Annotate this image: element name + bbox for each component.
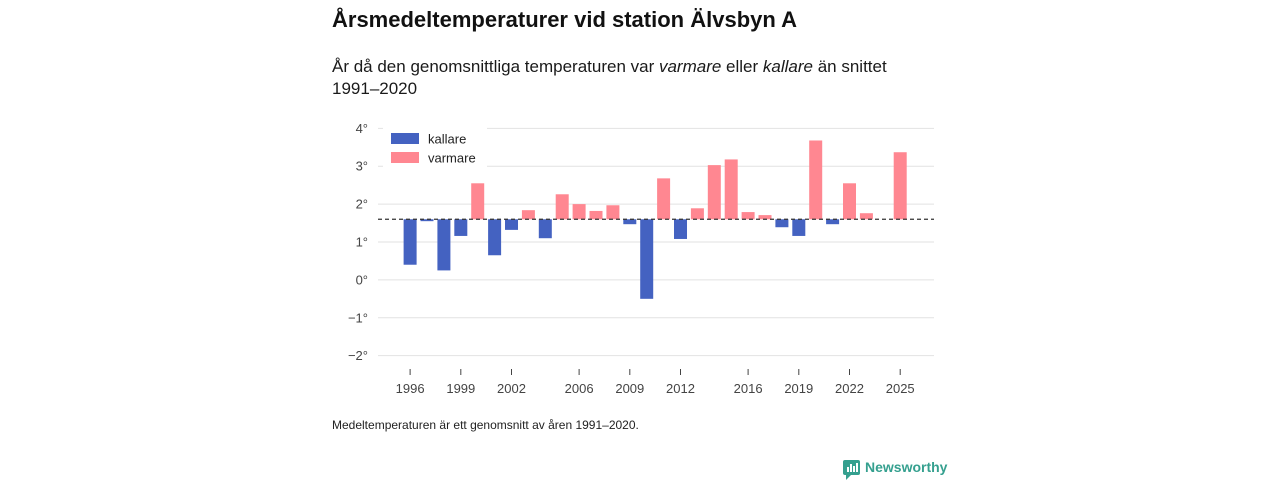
bar-2025	[893, 152, 907, 220]
bar-2011	[657, 178, 671, 220]
bar-2006	[572, 204, 586, 220]
bar-2007	[589, 210, 603, 220]
bar-2019	[792, 219, 806, 236]
chart-subtitle: År då den genomsnittliga temperaturen va…	[332, 56, 932, 100]
chart-title: Årsmedeltemperaturer vid station Älvsbyn…	[332, 7, 797, 32]
legend-label-varmare: varmare	[428, 151, 476, 166]
bar-2013	[690, 208, 704, 220]
x-tick-label: 2009	[615, 381, 644, 396]
x-tick-label: 2025	[886, 381, 915, 396]
bar-2008	[606, 205, 620, 220]
bar-2014	[707, 165, 721, 220]
bar-2000	[471, 183, 485, 220]
x-tick-label: 2022	[835, 381, 864, 396]
bar-2017	[758, 215, 772, 220]
x-tick-label: 2019	[784, 381, 813, 396]
y-tick-label: 2°	[356, 197, 368, 212]
y-tick-label: 1°	[356, 235, 368, 250]
bars	[403, 140, 907, 299]
legend: kallare varmare	[383, 126, 487, 170]
bar-2021	[826, 219, 840, 225]
subtitle-text-end: än snittet 1991–2020	[332, 57, 887, 98]
x-tick-label: 2002	[497, 381, 526, 396]
bar-2004	[538, 219, 552, 239]
subtitle-warmer: varmare	[658, 57, 722, 76]
x-tick-label: 1996	[396, 381, 425, 396]
legend-label-kallare: kallare	[428, 132, 466, 147]
bar-2020	[809, 140, 823, 220]
y-tick-label: 4°	[356, 121, 368, 136]
subtitle-text-middle: eller	[721, 57, 763, 76]
bar-2005	[555, 194, 569, 220]
bar-2015	[724, 159, 738, 220]
legend-swatch-kallare	[391, 133, 419, 144]
brand-name: Newsworthy	[865, 459, 948, 475]
bar-2016	[741, 212, 755, 220]
bar-2012	[674, 219, 688, 239]
bar-1997	[420, 219, 434, 222]
x-tick-label: 2006	[565, 381, 594, 396]
x-tick-label: 2012	[666, 381, 695, 396]
footnote: Medeltemperaturen är ett genomsnitt av å…	[332, 418, 639, 432]
bar-2001	[488, 219, 502, 256]
x-tick-label: 1999	[446, 381, 475, 396]
bar-2002	[505, 219, 519, 230]
bar-2003	[521, 210, 535, 220]
bar-2010	[640, 219, 654, 299]
y-tick-label: 0°	[356, 272, 368, 287]
y-tick-label: −1°	[348, 310, 368, 325]
bar-1999	[454, 219, 468, 236]
bar-2023	[859, 213, 873, 220]
bar-2018	[775, 219, 789, 228]
legend-swatch-varmare	[391, 152, 419, 163]
bar-2009	[623, 219, 637, 225]
y-tick-label: −2°	[348, 348, 368, 363]
y-tick-label: 3°	[356, 159, 368, 174]
subtitle-colder: kallare	[762, 57, 813, 76]
bar-2022	[843, 183, 857, 220]
x-axis: 1996 1999 2002 2006 2009 2012 2016 2019 2022 2025	[396, 369, 915, 396]
subtitle-text-start: År då den genomsnittliga temperaturen va…	[332, 57, 659, 76]
x-tick-label: 2016	[734, 381, 763, 396]
bar-1996	[403, 219, 417, 265]
bar-1998	[437, 219, 451, 271]
brand-logo: Newsworthy	[843, 459, 947, 480]
y-axis: −2° −1° 0° 1° 2° 3° 4°	[348, 121, 368, 363]
newsworthy-logo-icon	[843, 460, 860, 480]
